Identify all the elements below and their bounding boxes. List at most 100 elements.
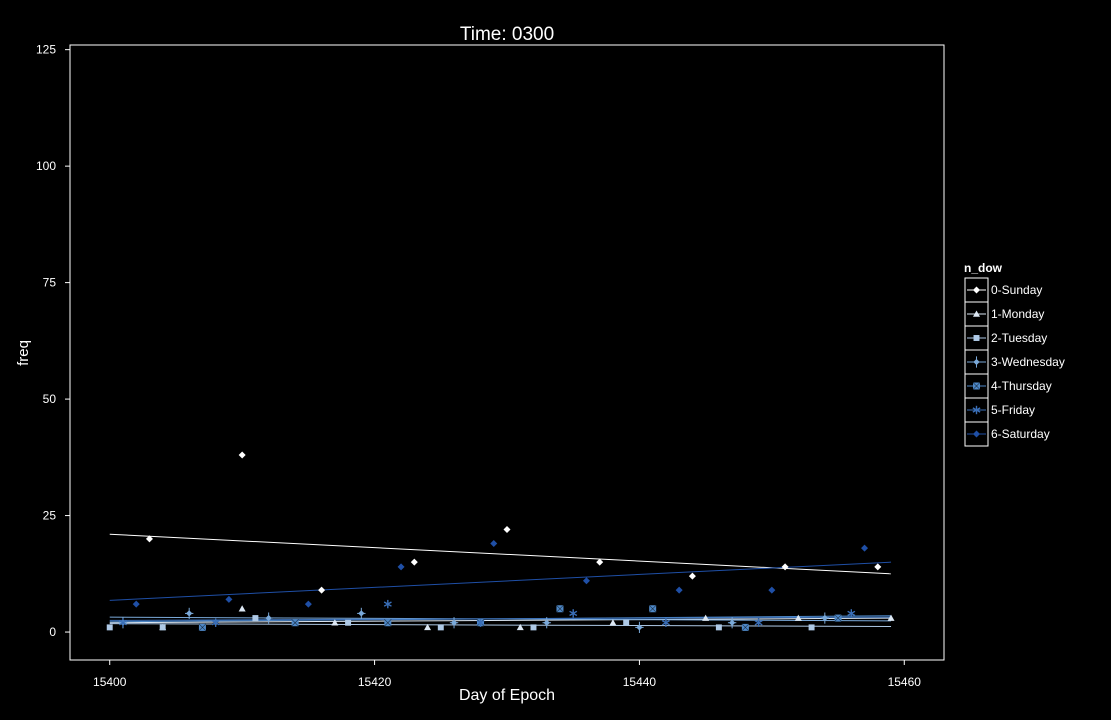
trend-lines xyxy=(109,533,892,627)
data-point xyxy=(384,619,392,627)
data-point xyxy=(318,586,326,594)
data-point xyxy=(635,621,644,633)
data-point xyxy=(304,600,312,608)
legend-item: 1-Monday xyxy=(964,301,1044,327)
data-point xyxy=(264,612,273,624)
y-axis: 0 25 50 75 100 125 xyxy=(36,43,70,639)
legend-label: 3-Wednesday xyxy=(991,355,1065,369)
legend-title: n_dow xyxy=(964,261,1003,275)
data-point xyxy=(609,619,617,626)
data-point xyxy=(118,618,127,627)
data-point xyxy=(794,614,802,621)
legend-key-marker xyxy=(973,286,980,294)
data-point xyxy=(238,451,246,459)
data-point xyxy=(145,535,153,543)
data-point xyxy=(582,577,590,585)
data-point xyxy=(820,612,830,624)
data-point xyxy=(159,624,166,631)
trend-line xyxy=(109,623,892,627)
trend-line xyxy=(109,617,892,624)
legend-item: 0-Sunday xyxy=(964,277,1042,303)
y-tick-label: 100 xyxy=(36,159,56,173)
legend-item: 4-Thursday xyxy=(964,373,1052,399)
y-tick-label: 50 xyxy=(43,392,57,406)
y-axis-label: freq xyxy=(15,340,32,366)
data-point xyxy=(675,586,683,594)
data-point xyxy=(847,609,856,618)
legend-label: 6-Saturday xyxy=(991,427,1050,441)
legend-key-marker xyxy=(972,356,981,368)
data-point xyxy=(198,623,207,632)
data-point xyxy=(476,618,485,627)
chart-title: Time: 0300 xyxy=(460,24,554,45)
data-point xyxy=(184,607,194,620)
data-point xyxy=(252,615,259,622)
legend-key-marker xyxy=(973,430,980,438)
data-point xyxy=(727,617,737,629)
data-point xyxy=(861,544,869,552)
y-tick-label: 25 xyxy=(43,509,57,523)
legend-item: 6-Saturday xyxy=(964,421,1050,447)
data-point xyxy=(768,586,776,594)
data-point xyxy=(503,526,511,534)
legend-label: 4-Thursday xyxy=(991,379,1052,393)
data-point xyxy=(781,563,789,571)
legend-key-marker xyxy=(972,382,981,390)
legend-label: 5-Friday xyxy=(991,403,1035,417)
data-point xyxy=(345,619,352,626)
data-point xyxy=(648,605,657,613)
data-point xyxy=(754,618,763,627)
legend-key-marker xyxy=(973,335,980,341)
legend-key-marker xyxy=(972,405,981,415)
data-point xyxy=(291,619,299,627)
data-points xyxy=(106,451,895,633)
data-point xyxy=(874,563,882,571)
legend-item: 3-Wednesday xyxy=(964,349,1065,375)
data-point xyxy=(211,618,220,627)
trend-line xyxy=(109,533,892,575)
legend-label: 1-Monday xyxy=(991,307,1044,321)
data-point xyxy=(808,624,815,631)
x-tick-label: 15420 xyxy=(358,675,392,689)
legend-label: 0-Sunday xyxy=(991,283,1042,297)
data-point xyxy=(661,618,670,627)
trend-line xyxy=(109,561,892,601)
legend-key xyxy=(964,421,989,447)
data-point xyxy=(569,609,578,618)
data-point xyxy=(397,563,405,571)
data-point xyxy=(106,624,113,631)
data-point xyxy=(596,558,604,566)
data-point xyxy=(556,605,564,613)
data-point xyxy=(383,599,392,609)
x-tick-label: 15440 xyxy=(623,675,657,689)
plot-frame xyxy=(69,44,945,661)
data-point xyxy=(530,624,537,631)
data-point xyxy=(623,619,630,626)
legend: n_dow 0-Sunday 1-Monday 2-Tuesday 3-Wednesd… xyxy=(964,261,1065,447)
data-point xyxy=(715,624,722,631)
data-point xyxy=(887,614,895,621)
x-tick-label: 15400 xyxy=(93,675,127,689)
x-axis: 15400 15420 15440 15460 xyxy=(93,660,921,689)
data-point xyxy=(132,600,140,608)
data-point xyxy=(702,614,710,621)
legend-label: 2-Tuesday xyxy=(991,331,1047,345)
data-point xyxy=(688,572,696,580)
data-point xyxy=(542,617,551,629)
legend-key-marker xyxy=(973,310,980,317)
data-point xyxy=(834,614,842,622)
x-axis-label: Day of Epoch xyxy=(459,687,555,704)
data-point xyxy=(225,595,233,603)
data-point xyxy=(490,540,498,548)
y-tick-label: 0 xyxy=(49,625,56,639)
data-point xyxy=(449,617,459,629)
legend-items: 0-Sunday 1-Monday 2-Tuesday 3-Wednesday 4-Th… xyxy=(964,277,1065,447)
legend-item: 5-Friday xyxy=(964,397,1035,423)
data-point xyxy=(437,624,444,631)
data-point xyxy=(238,605,246,612)
y-tick-label: 125 xyxy=(36,43,56,57)
data-point xyxy=(424,623,432,631)
trend-line xyxy=(109,616,892,621)
